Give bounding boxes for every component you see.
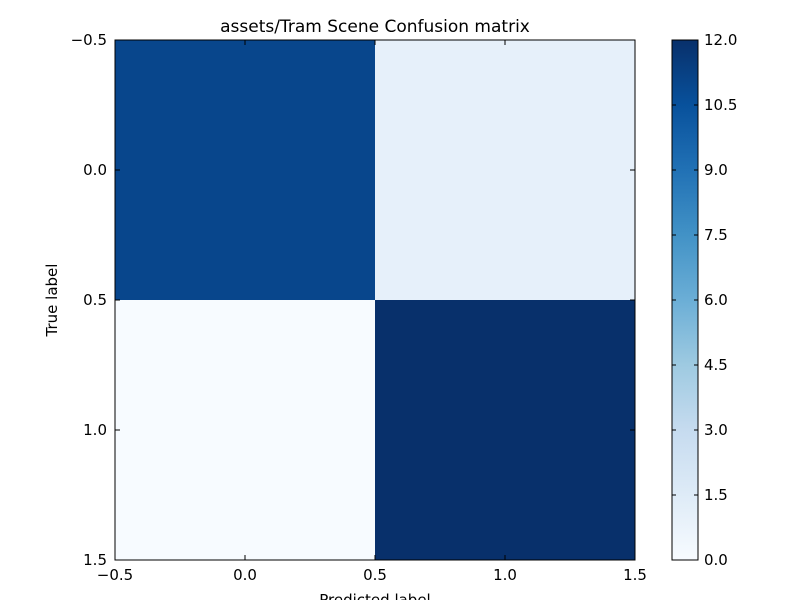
colorbar-tick-label: 6.0 (704, 291, 728, 309)
colorbar-tick-label: 3.0 (704, 421, 728, 439)
colorbar-tick-label: 0.0 (704, 551, 728, 569)
x-tick-label: 0.0 (233, 566, 257, 584)
heatmap-cells (115, 40, 635, 560)
colorbar-axis: 0.0 1.5 3.0 4.5 6.0 7.5 9.0 10.5 12.0 (672, 31, 737, 569)
y-tick-label: −0.5 (71, 31, 107, 49)
heatmap-cell-r1-c0 (115, 300, 375, 560)
x-tick-label: 1.5 (623, 566, 647, 584)
colorbar-tick-label: 7.5 (704, 226, 728, 244)
colorbar-gradient (672, 40, 698, 560)
colorbar-tick-label: 12.0 (704, 31, 737, 49)
y-tick-label: 1.0 (83, 421, 107, 439)
x-axis-label: Predicted label (319, 591, 430, 600)
y-axis: −0.5 0.0 0.5 1.0 1.5 (71, 31, 635, 569)
heatmap-cell-r1-c1 (375, 300, 635, 560)
y-tick-label: 1.5 (83, 551, 107, 569)
colorbar-tick-label: 9.0 (704, 161, 728, 179)
x-axis: −0.5 0.0 0.5 1.0 1.5 (97, 40, 647, 584)
heatmap-cell-r0-c1 (375, 40, 635, 300)
colorbar-tick-label: 4.5 (704, 356, 728, 374)
colorbar-tick-label: 10.5 (704, 96, 737, 114)
chart-title: assets/Tram Scene Confusion matrix (220, 17, 530, 37)
y-axis-label: True label (43, 264, 61, 338)
x-tick-label: 1.0 (493, 566, 517, 584)
x-tick-label: −0.5 (97, 566, 133, 584)
y-tick-label: 0.0 (83, 161, 107, 179)
y-tick-label: 0.5 (83, 291, 107, 309)
colorbar-tick-label: 1.5 (704, 486, 728, 504)
x-tick-label: 0.5 (363, 566, 387, 584)
heatmap-cell-r0-c0 (115, 40, 375, 300)
